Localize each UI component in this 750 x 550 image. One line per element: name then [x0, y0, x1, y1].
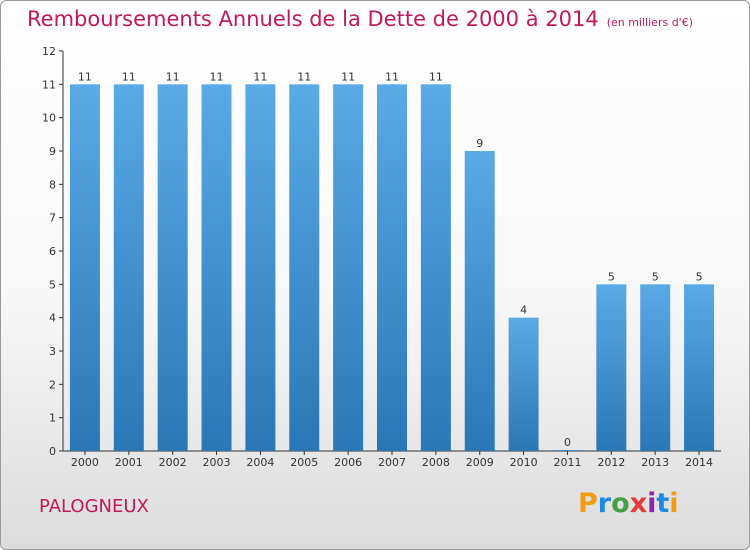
bar-2002	[157, 84, 188, 451]
bar-2013	[640, 284, 671, 451]
x-tick-label-2005: 2005	[290, 456, 318, 469]
logo-letter: x	[629, 488, 648, 519]
bar-2012	[596, 284, 627, 451]
y-tick-label: 4	[49, 312, 56, 325]
bars-group	[69, 84, 715, 451]
bar-2000	[69, 84, 100, 451]
x-tick-label-2004: 2004	[246, 456, 274, 469]
x-tick-label-2009: 2009	[466, 456, 494, 469]
bar-2009	[464, 151, 495, 451]
data-label-2002: 11	[166, 70, 180, 83]
chart-title-text: Remboursements Annuels de la Dette de 20…	[27, 7, 599, 31]
x-tick-label-2006: 2006	[334, 456, 362, 469]
y-tick-label: 0	[49, 445, 56, 458]
data-label-2009: 9	[476, 137, 483, 150]
x-tick-label-2008: 2008	[422, 456, 450, 469]
chart-unit: (en milliers d'€)	[606, 16, 693, 29]
proxiti-logo: Proxiti	[578, 488, 679, 519]
bar-2004	[245, 84, 276, 451]
logo-letter: i	[669, 488, 679, 519]
logo-letter: t	[656, 488, 670, 519]
bar-2003	[201, 84, 232, 451]
data-labels-group: 11 11 11 11 11 11 11 11 11 9 4 0 5 5 5	[78, 70, 703, 449]
data-label-2004: 11	[253, 70, 267, 83]
logo-letter: o	[611, 488, 630, 519]
y-tick-label: 2	[49, 378, 56, 391]
y-tick-label: 9	[49, 145, 56, 158]
y-tick-label: 6	[49, 245, 56, 258]
bar-2011	[552, 450, 583, 451]
commune-name: PALOGNEUX	[39, 496, 149, 517]
data-label-2008: 11	[429, 70, 443, 83]
bar-2008	[420, 84, 451, 451]
data-label-2005: 11	[297, 70, 311, 83]
data-label-2006: 11	[341, 70, 355, 83]
bar-2005	[289, 84, 320, 451]
data-label-2003: 11	[210, 70, 224, 83]
data-label-2007: 11	[385, 70, 399, 83]
data-label-2000: 11	[78, 70, 92, 83]
x-tick-label-2013: 2013	[641, 456, 669, 469]
bar-2006	[333, 84, 364, 451]
data-label-2013: 5	[652, 270, 659, 283]
data-label-2001: 11	[122, 70, 136, 83]
bar-2014	[684, 284, 715, 451]
bar-2010	[508, 317, 539, 451]
bar-2007	[377, 84, 407, 451]
x-tick-label-2003: 2003	[203, 456, 231, 469]
y-tick-label: 12	[42, 45, 56, 58]
data-label-2012: 5	[608, 270, 615, 283]
y-tick-label: 3	[49, 345, 56, 358]
x-tick-label-2001: 2001	[115, 456, 143, 469]
x-tick-label-2012: 2012	[597, 456, 625, 469]
logo-letter: i	[647, 488, 657, 519]
x-tick-label-2011: 2011	[553, 456, 581, 469]
y-tick-label: 11	[42, 78, 56, 91]
data-label-2010: 4	[520, 304, 527, 317]
y-tick-label: 1	[49, 412, 56, 425]
y-tick-label: 10	[42, 112, 56, 125]
x-tick-label-2002: 2002	[159, 456, 187, 469]
bar-2001	[113, 84, 144, 451]
logo-letter: P	[578, 488, 598, 519]
x-tick-label-2000: 2000	[71, 456, 99, 469]
x-tick-label-2007: 2007	[378, 456, 406, 469]
x-tick-label-2010: 2010	[510, 456, 538, 469]
y-tick-label: 5	[49, 278, 56, 291]
chart-title: Remboursements Annuels de la Dette de 20…	[27, 7, 693, 31]
data-label-2011: 0	[564, 436, 571, 449]
x-tick-label-2014: 2014	[685, 456, 713, 469]
y-tick-label: 7	[49, 212, 56, 225]
data-label-2014: 5	[696, 270, 703, 283]
logo-letter: r	[597, 488, 612, 519]
y-tick-label: 8	[49, 178, 56, 191]
